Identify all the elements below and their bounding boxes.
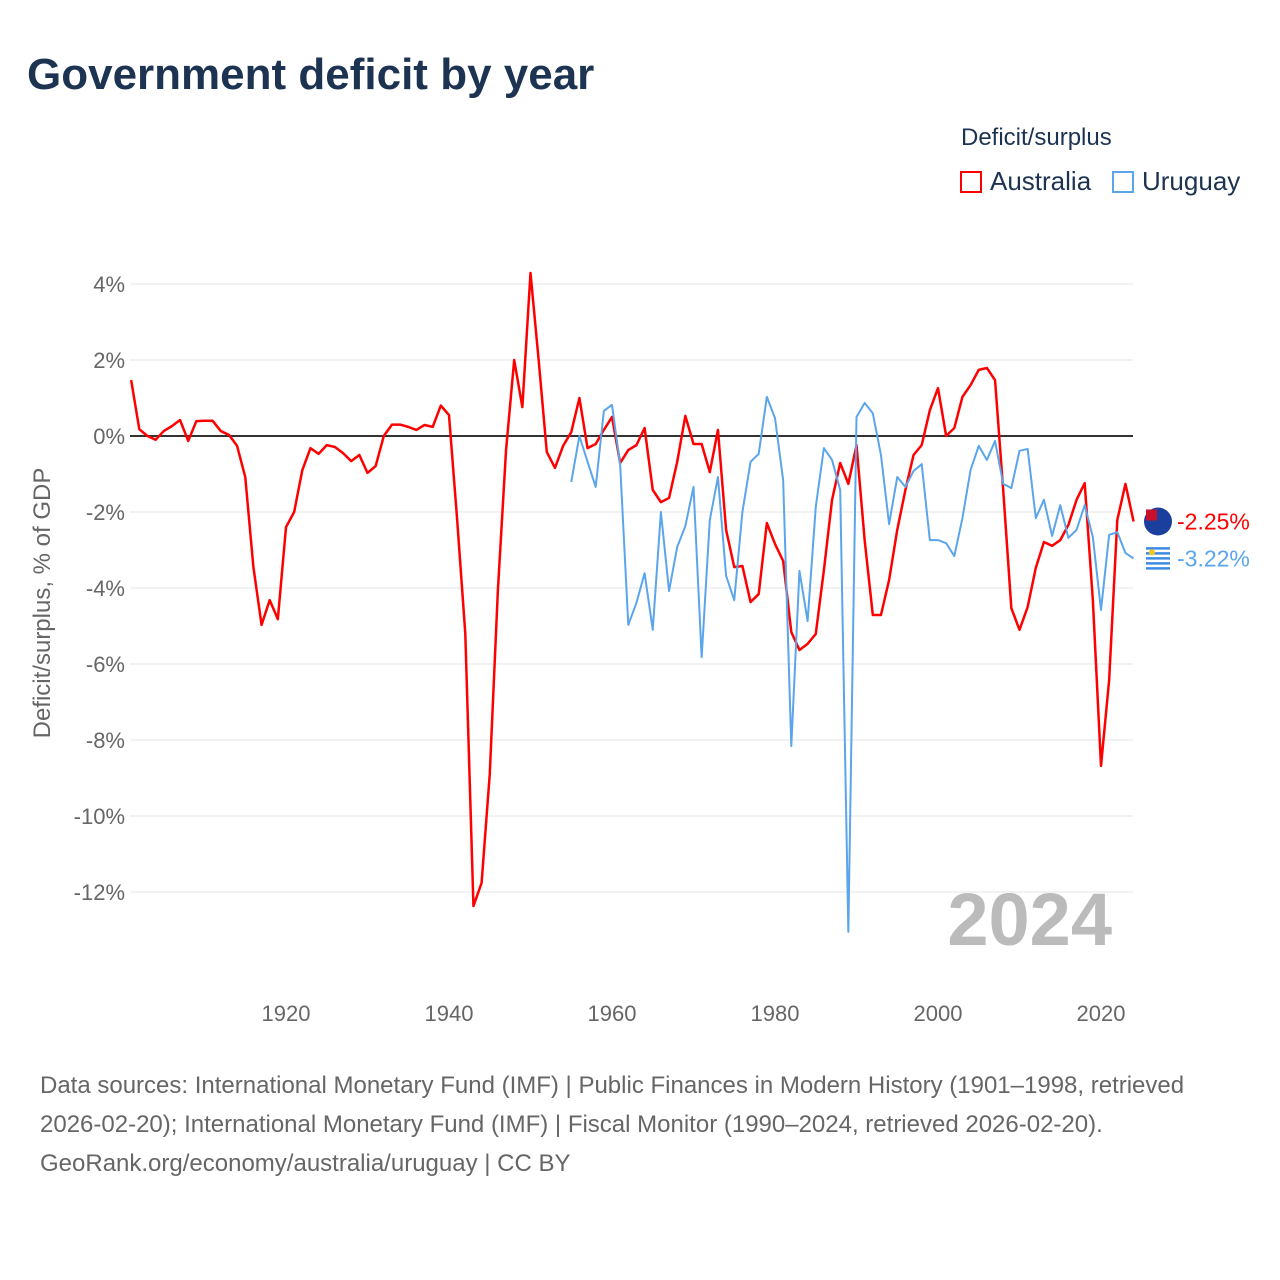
flag-sun bbox=[1149, 549, 1155, 556]
x-tick-label: 1980 bbox=[751, 1001, 800, 1026]
x-tick-label: 1920 bbox=[262, 1001, 311, 1026]
x-tick-label: 1960 bbox=[588, 1001, 637, 1026]
y-tick-label: -2% bbox=[86, 500, 125, 525]
credit-link[interactable]: GeoRank.org/economy/australia/uruguay | … bbox=[40, 1150, 571, 1177]
x-tick-label: 2020 bbox=[1077, 1001, 1126, 1026]
y-tick-label: -8% bbox=[86, 728, 125, 753]
legend-label: Australia bbox=[990, 166, 1092, 196]
legend-swatch-australia bbox=[960, 170, 982, 193]
legend-label: Uruguay bbox=[1142, 166, 1241, 196]
legend-item-australia[interactable]: Australia bbox=[960, 166, 1091, 197]
flag-union-jack bbox=[1146, 509, 1157, 521]
y-tick-label: 4% bbox=[93, 272, 125, 297]
legend-swatch-uruguay bbox=[1112, 170, 1134, 193]
y-tick-label: 2% bbox=[93, 348, 125, 373]
y-tick-label: 0% bbox=[93, 424, 125, 449]
end-value-label: -2.25% bbox=[1177, 509, 1250, 535]
chart-title: Government deficit by year bbox=[27, 50, 595, 99]
legend-title: Deficit/surplus bbox=[961, 124, 1112, 151]
y-tick-label: -4% bbox=[86, 576, 125, 601]
y-tick-label: -6% bbox=[86, 652, 125, 677]
series-line-uruguay bbox=[570, 395, 1135, 933]
end-value-label: -3.22% bbox=[1177, 545, 1250, 571]
series-line-australia bbox=[129, 271, 1135, 908]
data-sources: Data sources: International Monetary Fun… bbox=[40, 1072, 1185, 1138]
year-watermark: 2024 bbox=[947, 878, 1112, 961]
x-tick-label: 1940 bbox=[425, 1001, 474, 1026]
line-chart: 4% 2% 0% -2% -4% -6% -8% -10% -12% 1920 1940 1960 19… bbox=[29, 271, 1250, 1026]
x-tick-label: 2000 bbox=[914, 1001, 963, 1026]
y-tick-label: -10% bbox=[74, 804, 125, 829]
legend-item-uruguay[interactable]: Uruguay bbox=[1112, 166, 1240, 197]
footer: Data sources: International Monetary Fun… bbox=[40, 1066, 1250, 1183]
y-tick-label: -12% bbox=[74, 880, 125, 905]
y-axis-label: Deficit/surplus, % of GDP bbox=[29, 468, 56, 739]
